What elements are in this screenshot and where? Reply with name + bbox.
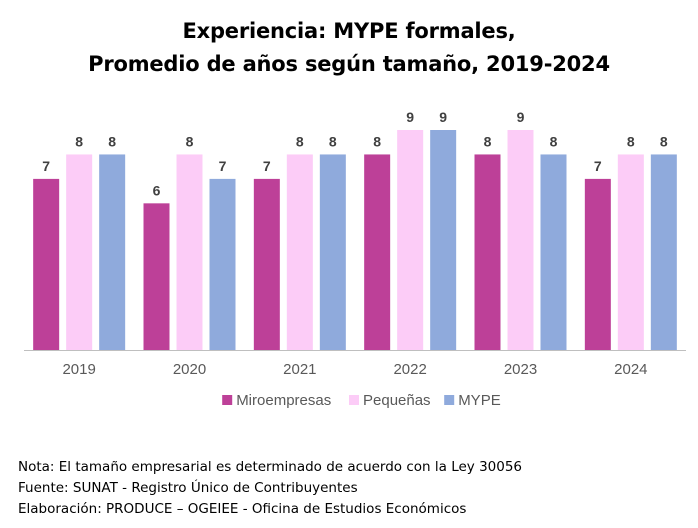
legend-label: MYPE <box>458 392 501 409</box>
bar-2022-pequeñas <box>397 130 424 350</box>
legend-label: Pequeñas <box>363 392 431 409</box>
data-label: 9 <box>439 109 447 125</box>
data-label: 8 <box>108 133 116 149</box>
data-label: 8 <box>373 133 381 149</box>
bar-2023-miroempresas <box>474 154 501 350</box>
bar-2022-mype <box>430 130 457 350</box>
data-label: 9 <box>517 109 525 125</box>
bar-2023-pequeñas <box>507 130 534 350</box>
chart-title-line-2: Promedio de años según tamaño, 2019-2024 <box>88 52 610 76</box>
bar-2022-miroempresas <box>364 154 391 350</box>
legend-item-miroempresas: Miroempresas <box>222 392 331 409</box>
data-label: 8 <box>484 133 492 149</box>
legend-swatch <box>444 395 455 405</box>
bar-2023-mype <box>540 154 567 350</box>
bar-2024-miroempresas <box>584 178 611 350</box>
footnotes: Nota: El tamaño empresarial es determina… <box>18 457 522 520</box>
x-tick-label: 2019 <box>62 361 95 378</box>
x-tick-label: 2021 <box>283 361 316 378</box>
data-label: 6 <box>153 182 161 198</box>
legend: Miroempresas Pequeñas MYPE <box>222 392 501 409</box>
data-label: 8 <box>296 133 304 149</box>
bar-2021-mype <box>319 154 346 350</box>
x-tick-label: 2020 <box>173 361 206 378</box>
data-label: 8 <box>627 133 635 149</box>
bar-2021-pequeñas <box>286 154 313 350</box>
legend-label: Miroempresas <box>236 392 331 409</box>
note-line: Nota: El tamaño empresarial es determina… <box>18 459 523 475</box>
credit-line: Elaboración: PRODUCE – OGEIEE - Oficina … <box>18 501 467 517</box>
bar-2020-pequeñas <box>176 154 203 350</box>
data-label: 8 <box>660 133 668 149</box>
bar-2024-pequeñas <box>617 154 644 350</box>
bar-2020-mype <box>209 178 236 350</box>
data-label: 8 <box>75 133 83 149</box>
bar-2024-mype <box>650 154 677 350</box>
data-label: 8 <box>329 133 337 149</box>
data-label: 8 <box>186 133 194 149</box>
legend-item-pequeñas: Pequeñas <box>349 392 431 409</box>
data-labels-layer: 7 8 8 6 8 7 7 8 8 8 9 9 8 9 8 7 8 8 <box>42 109 668 198</box>
data-label: 8 <box>550 133 558 149</box>
legend-swatch <box>349 395 359 405</box>
legend-item-mype: MYPE <box>444 392 501 409</box>
data-label: 7 <box>219 158 227 174</box>
data-label: 7 <box>263 158 271 174</box>
x-tick-labels-layer: 2019 2020 2021 2022 2023 2024 <box>62 361 647 378</box>
x-tick-label: 2023 <box>504 361 537 378</box>
bar-2021-miroempresas <box>253 178 280 350</box>
bar-2019-mype <box>99 154 126 350</box>
data-label: 7 <box>594 158 602 174</box>
x-tick-label: 2022 <box>393 361 426 378</box>
x-tick-label: 2024 <box>614 361 647 378</box>
bar-2019-pequeñas <box>66 154 93 350</box>
source-line: Fuente: SUNAT - Registro Único de Contri… <box>18 480 358 496</box>
bar-2020-miroempresas <box>143 203 170 350</box>
bar-2019-miroempresas <box>33 178 60 350</box>
data-label: 9 <box>406 109 414 125</box>
legend-swatch <box>222 395 233 405</box>
chart-title-line-1: Experiencia: MYPE formales, <box>182 19 516 43</box>
data-label: 7 <box>42 158 50 174</box>
bars-layer <box>33 130 677 350</box>
